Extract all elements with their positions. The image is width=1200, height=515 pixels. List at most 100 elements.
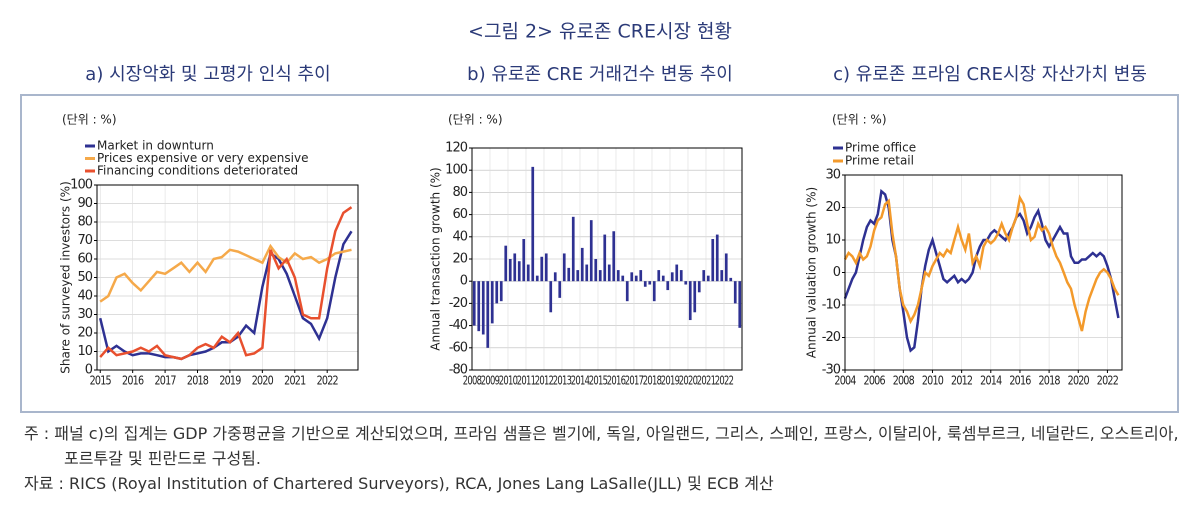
bar (598, 270, 602, 282)
x-tick-label: 2013 (553, 374, 572, 388)
y-tick-label: 50 (77, 270, 92, 285)
bar (490, 281, 494, 324)
note: 주 : 패널 c)의 집계는 GDP 가중평균을 기반으로 계산되었으며, 프라… (24, 424, 1179, 468)
y-tick-label: 20 (825, 200, 840, 215)
bar (472, 281, 476, 326)
bar (738, 281, 742, 328)
bar (531, 166, 535, 282)
y-tick-label: 30 (825, 168, 840, 183)
bar (580, 247, 584, 282)
bar (733, 281, 737, 304)
bar (540, 256, 544, 282)
notes: 주 : 패널 c)의 집계는 GDP 가중평균을 기반으로 계산되었으며, 프라… (24, 421, 1184, 496)
bar (549, 281, 553, 313)
x-tick-label: 2019 (219, 373, 241, 387)
x-tick-label: 2020 (252, 373, 274, 387)
x-tick-label: 2012 (535, 374, 554, 388)
x-tick-label: 2020 (679, 374, 698, 388)
x-tick-label: 2008 (893, 373, 915, 387)
y-tick-label: -20 (449, 296, 468, 311)
bar (625, 281, 629, 302)
bar (724, 253, 728, 282)
y-tick-label: -20 (822, 330, 841, 345)
series-line (98, 230, 353, 361)
series-line (99, 206, 353, 361)
bar (720, 270, 724, 282)
bar (567, 267, 571, 282)
series-line (843, 188, 1120, 353)
plot-frame (844, 174, 1123, 371)
bar (693, 281, 697, 313)
x-tick-label: 2021 (284, 373, 305, 387)
y-tick-label: 40 (77, 289, 92, 304)
bar (526, 264, 530, 282)
x-tick-label: 2008 (463, 374, 482, 388)
plot-frame (471, 147, 743, 371)
bar (684, 281, 688, 285)
y-tick-label: 40 (452, 229, 467, 244)
x-tick-label: 2022 (715, 374, 734, 388)
bar (666, 281, 670, 291)
bar (517, 261, 521, 282)
bar (697, 281, 701, 293)
bar (634, 275, 638, 282)
legend-label: Financing conditions deteriorated (97, 164, 298, 178)
figure: <그림 2> 유로존 CRE시장 현황 a) 시장악화 및 고평가 인식 추이 (… (20, 21, 1179, 413)
bar (616, 270, 620, 282)
x-tick-label: 2010 (499, 374, 518, 388)
x-tick-label: 2017 (154, 373, 175, 387)
bar (661, 275, 665, 282)
x-tick-label: 2012 (951, 373, 972, 387)
bar (657, 270, 661, 282)
chart-title: c) 유로존 프라임 CRE시장 자산가치 변동 (833, 64, 1147, 85)
y-tick-label: 60 (77, 252, 92, 267)
bar (576, 270, 580, 282)
y-axis-label: Share of surveyed investors (%) (59, 181, 73, 374)
chart-title: b) 유로존 CRE 거래건수 변동 추이 (467, 64, 733, 85)
x-tick-label: 2018 (643, 374, 662, 388)
x-tick-label: 2009 (481, 374, 500, 388)
bar (562, 253, 566, 282)
bar (679, 270, 683, 282)
x-tick-label: 2022 (317, 373, 338, 387)
x-tick-label: 2010 (922, 373, 944, 387)
y-tick-label: 80 (452, 185, 467, 200)
plot-frame (96, 184, 359, 371)
bar (558, 281, 562, 298)
legend-label: Prime retail (845, 154, 914, 168)
bar (639, 270, 643, 282)
x-tick-label: 2016 (1009, 373, 1031, 387)
y-tick-label: 10 (825, 233, 840, 248)
x-tick-label: 2006 (864, 373, 886, 387)
bar (706, 275, 710, 282)
x-tick-label: 2015 (90, 373, 111, 387)
bar (522, 239, 526, 282)
x-tick-label: 2020 (1068, 373, 1090, 387)
source: 자료 : RICS (Royal Institution of Chartere… (24, 474, 774, 493)
x-tick-label: 2011 (517, 374, 536, 388)
y-axis-label: Annual valuation growth (%) (805, 187, 819, 358)
y-tick-label: 70 (77, 233, 92, 248)
x-tick-label: 2004 (834, 373, 856, 387)
y-axis-label: Annual transaction growth (%) (429, 167, 443, 350)
y-tick-label: 100 (70, 178, 93, 193)
bar (504, 245, 508, 282)
y-tick-label: -60 (449, 340, 468, 355)
bar (594, 259, 598, 282)
y-tick-label: 0 (85, 363, 93, 378)
x-tick-label: 2016 (122, 373, 144, 387)
unit-label: (단위 : %) (832, 113, 887, 127)
bar (652, 281, 656, 302)
bar (544, 253, 548, 282)
bar (670, 272, 674, 282)
y-tick-label: 20 (77, 326, 92, 341)
bar (571, 216, 575, 282)
series-line (99, 243, 352, 303)
x-tick-label: 2021 (697, 374, 716, 388)
chart-title: a) 시장악화 및 고평가 인식 추이 (85, 64, 330, 85)
y-tick-label: -40 (449, 318, 468, 333)
bar (495, 281, 499, 304)
legend-label: Market in downturn (97, 139, 214, 153)
bar (553, 272, 557, 282)
